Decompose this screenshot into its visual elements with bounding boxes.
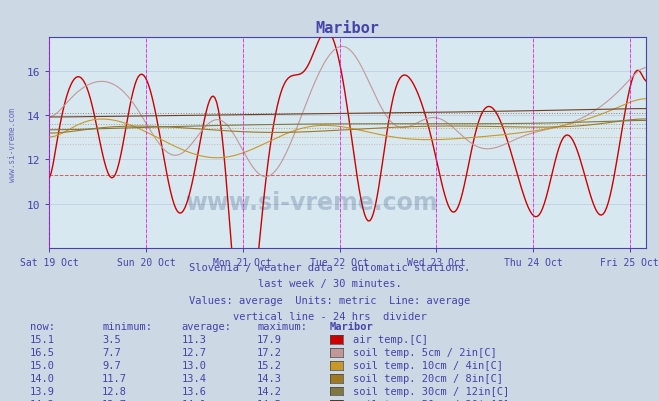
Text: 12.8: 12.8 [102,386,127,396]
Text: soil temp. 5cm / 2in[C]: soil temp. 5cm / 2in[C] [353,347,496,357]
Text: 17.9: 17.9 [257,334,282,344]
Text: 14.3: 14.3 [257,373,282,383]
Text: www.si-vreme.com: www.si-vreme.com [186,190,438,214]
Text: last week / 30 minutes.: last week / 30 minutes. [258,279,401,289]
Text: soil temp. 50cm / 20in[C]: soil temp. 50cm / 20in[C] [353,399,509,401]
Text: 16.5: 16.5 [30,347,55,357]
Text: 9.7: 9.7 [102,360,121,370]
Text: Slovenia / weather data - automatic stations.: Slovenia / weather data - automatic stat… [189,263,470,273]
Text: 14.5: 14.5 [257,399,282,401]
Text: soil temp. 20cm / 8in[C]: soil temp. 20cm / 8in[C] [353,373,503,383]
Title: Maribor: Maribor [316,20,380,36]
Text: 17.2: 17.2 [257,347,282,357]
Text: soil temp. 30cm / 12in[C]: soil temp. 30cm / 12in[C] [353,386,509,396]
Text: 14.0: 14.0 [30,373,55,383]
Text: now:: now: [30,322,55,332]
Text: 13.4: 13.4 [181,373,206,383]
Text: 15.2: 15.2 [257,360,282,370]
Text: minimum:: minimum: [102,322,152,332]
Text: www.si-vreme.com: www.si-vreme.com [8,107,17,181]
Text: maximum:: maximum: [257,322,307,332]
Text: 11.3: 11.3 [181,334,206,344]
Text: 13.7: 13.7 [102,399,127,401]
Text: 3.5: 3.5 [102,334,121,344]
Text: 14.1: 14.1 [181,399,206,401]
Text: 15.0: 15.0 [30,360,55,370]
Text: 14.2: 14.2 [257,386,282,396]
Text: vertical line - 24 hrs  divider: vertical line - 24 hrs divider [233,311,426,321]
Text: 11.7: 11.7 [102,373,127,383]
Text: 13.0: 13.0 [181,360,206,370]
Text: soil temp. 10cm / 4in[C]: soil temp. 10cm / 4in[C] [353,360,503,370]
Text: 14.2: 14.2 [30,399,55,401]
Text: 15.1: 15.1 [30,334,55,344]
Text: 12.7: 12.7 [181,347,206,357]
Text: 13.9: 13.9 [30,386,55,396]
Text: 13.6: 13.6 [181,386,206,396]
Text: 7.7: 7.7 [102,347,121,357]
Text: Maribor: Maribor [330,322,373,332]
Text: air temp.[C]: air temp.[C] [353,334,428,344]
Text: average:: average: [181,322,231,332]
Text: Values: average  Units: metric  Line: average: Values: average Units: metric Line: aver… [189,295,470,305]
